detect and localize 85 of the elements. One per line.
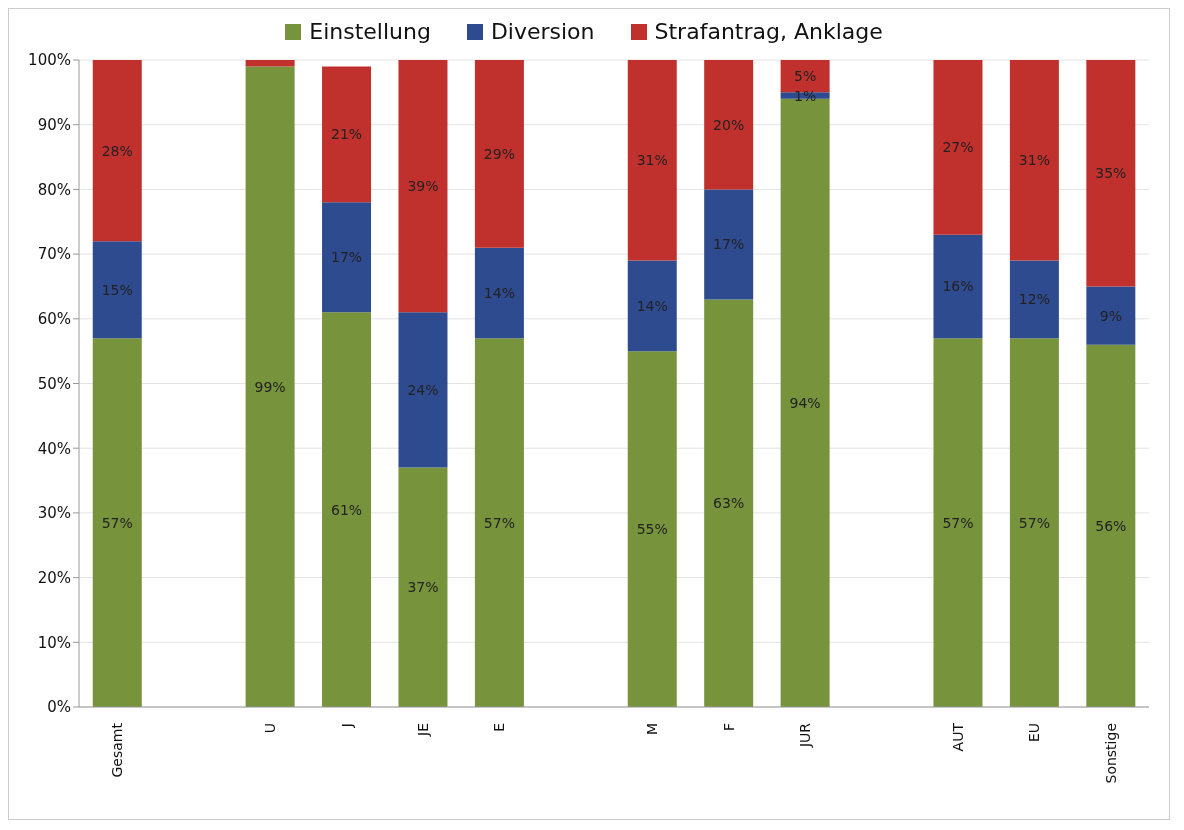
bar [1009,60,1059,261]
bar [627,60,677,261]
bar [474,338,524,707]
data-label: 31% [636,152,668,169]
bar [933,234,983,339]
x-tick-label: J [338,723,355,729]
bar [92,241,142,339]
bar [627,351,677,707]
data-label: 63% [713,495,745,512]
data-label: 29% [483,145,515,162]
bar [704,299,754,707]
bar [780,60,830,93]
x-tick-label: AUT [949,722,966,752]
legend-label: Diversion [489,19,595,44]
data-label: 55% [636,521,668,538]
data-label: 31% [1018,152,1050,169]
data-label: 27% [942,139,974,156]
y-tick-label: 100% [28,51,71,70]
data-label: 14% [483,284,515,301]
data-label: 21% [330,126,363,143]
x-tick-label: F [720,723,737,732]
bar [245,60,295,67]
legend-label: Einstellung [308,19,431,44]
bar [704,60,754,190]
data-label: 39% [407,178,439,195]
x-tick-label: Gesamt [109,722,126,778]
y-tick-label: 80% [37,180,71,199]
data-label: 57% [483,514,515,531]
x-tick-label: Sonstige [1102,723,1119,784]
y-tick-label: 20% [37,568,71,587]
bar [398,312,448,468]
legend-label: Strafantrag, Anklage [653,19,883,44]
data-label: 99% [254,378,286,395]
bar [474,247,524,339]
x-tick-label: E [491,723,508,732]
data-label: 57% [1018,514,1050,531]
y-tick-label: 30% [37,504,71,523]
data-label: 20% [713,116,745,133]
bar [92,60,142,242]
data-label: 35% [1095,165,1127,182]
bar [1009,338,1059,707]
data-label: 12% [1018,291,1050,308]
bar [474,60,524,248]
bar [1086,344,1136,707]
bar [933,60,983,235]
bar [933,338,983,707]
data-label: 57% [101,514,133,531]
x-tick-label: EU [1026,723,1043,743]
bar [322,66,372,203]
x-tick-label: M [644,723,661,736]
bar [1009,260,1059,339]
data-label: 94% [789,394,821,411]
bar [322,202,372,313]
data-label: 24% [407,381,439,398]
x-tick-label: JUR [797,722,814,749]
y-tick-label: 0% [47,698,71,717]
bar [1086,286,1136,345]
data-label: 56% [1095,517,1127,534]
data-label: 5% [794,68,817,85]
data-label: 17% [713,236,745,253]
x-tick-label: U [262,723,279,734]
data-label: 16% [942,278,974,295]
bar [398,60,448,313]
y-tick-label: 10% [37,633,71,652]
y-tick-label: 50% [37,374,71,393]
data-label: 15% [101,281,133,298]
bar [245,66,295,707]
data-label: 37% [407,579,439,596]
bar [322,312,372,707]
data-label: 57% [942,514,974,531]
y-tick-label: 70% [37,245,71,264]
bar [627,260,677,352]
data-label: 9% [1099,307,1122,324]
data-label: 14% [636,297,668,314]
y-tick-label: 40% [37,439,71,458]
data-label: 28% [101,142,133,159]
x-tick-label: JE [414,723,431,737]
y-tick-label: 90% [37,116,71,135]
bar [704,189,754,300]
data-label: 17% [330,249,363,266]
bar [92,338,142,707]
y-tick-label: 60% [37,310,71,329]
data-label: 61% [330,501,363,518]
bar [398,467,448,707]
bar [1086,60,1136,287]
